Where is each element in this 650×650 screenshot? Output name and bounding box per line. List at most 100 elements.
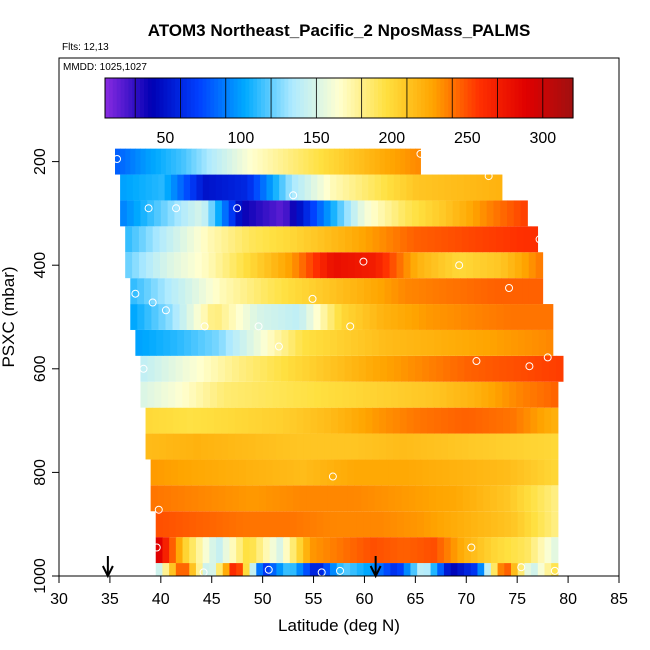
heatmap-cell (130, 304, 138, 330)
heatmap-cell (530, 226, 539, 253)
flight-marker (467, 543, 476, 552)
heatmap-cell (147, 200, 155, 227)
heatmap-cell (225, 485, 233, 512)
heatmap-cell (165, 304, 174, 330)
y-tick-label: 200 (32, 148, 49, 175)
heatmap-cell (269, 537, 277, 564)
heatmap-cell (133, 200, 141, 227)
heatmap-cell (184, 459, 192, 486)
heatmap-cell (221, 407, 229, 434)
flight-marker (517, 563, 526, 572)
heatmap-cell (155, 148, 162, 175)
heatmap-cell (502, 381, 510, 408)
heatmap-cell (336, 537, 344, 564)
heatmap-cell (510, 485, 518, 512)
heatmap-cell (457, 537, 465, 564)
colorbar-segment (358, 78, 363, 118)
heatmap-cell (166, 252, 175, 279)
heatmap-cell (393, 226, 401, 253)
colorbar-segment (346, 78, 352, 118)
heatmap-cell (145, 433, 153, 460)
x-tick-label: 70 (457, 591, 475, 608)
heatmap-cell (523, 407, 531, 434)
heatmap-cell (544, 459, 552, 486)
heatmap-cell (545, 329, 554, 356)
heatmap-cell (218, 459, 226, 486)
heatmap-cell (249, 511, 257, 538)
colorbar-segment (506, 78, 512, 118)
heatmap-cell (446, 381, 455, 408)
heatmap-cell (415, 459, 423, 486)
flight-marker (139, 364, 148, 373)
heatmap-cell (427, 226, 435, 253)
heatmap-cell (494, 278, 502, 305)
heatmap-cell (544, 563, 552, 576)
heatmap-cell (437, 511, 445, 538)
heatmap-cell (374, 485, 382, 512)
heatmap-cell (125, 148, 131, 175)
heatmap-cell (221, 200, 230, 227)
heatmap-cell (320, 304, 328, 330)
heatmap-cell (156, 329, 164, 356)
heatmap-cell (492, 355, 501, 382)
heatmap-cell (267, 355, 275, 382)
colorbar-segment (366, 78, 371, 118)
heatmap-cell (368, 174, 376, 201)
heatmap-cell (468, 407, 476, 434)
heatmap-cell (417, 252, 425, 279)
heatmap-cell (211, 485, 220, 512)
heatmap-cell (517, 563, 525, 576)
heatmap-cell (214, 226, 222, 253)
heatmap-cell (269, 433, 277, 460)
heatmap-cell (317, 174, 325, 201)
heatmap-cell (413, 407, 421, 434)
heatmap-cell (467, 381, 475, 408)
heatmap-cell (271, 252, 279, 279)
heatmap-cell (364, 148, 371, 175)
heatmap-cell (288, 278, 296, 305)
heatmap-cell (242, 537, 251, 564)
heatmap-cell (503, 459, 511, 486)
heatmap-cell (383, 563, 391, 576)
colorbar-segment (245, 78, 250, 118)
heatmap-cell (215, 252, 224, 279)
heatmap-cell (243, 252, 251, 279)
heatmap-cell (374, 148, 381, 175)
heatmap-cell (185, 278, 193, 305)
x-tick-label: 80 (559, 591, 577, 608)
heatmap-cell (501, 278, 509, 305)
heatmap-cell (548, 355, 557, 382)
heatmap-cell (386, 407, 394, 434)
colorbar-segment (222, 78, 227, 118)
heatmap-cell (544, 537, 552, 564)
heatmap-cell (235, 226, 243, 253)
flight-marker (472, 357, 481, 366)
heatmap-cell (386, 433, 394, 460)
heatmap-cell (206, 148, 213, 175)
heatmap-cell (317, 226, 325, 253)
heatmap-cell (427, 329, 436, 356)
heatmap-cell (194, 252, 203, 279)
heatmap-cell (293, 485, 301, 512)
heatmap-cell (490, 485, 498, 512)
colorbar-segment (335, 78, 340, 118)
heatmap-cell (379, 407, 387, 434)
heatmap-cell (190, 174, 197, 201)
heatmap-cell (386, 355, 395, 382)
heatmap-cell (184, 329, 192, 356)
heatmap-cell (406, 433, 415, 460)
heatmap-cell (399, 433, 408, 460)
heatmap-cell (389, 252, 398, 279)
heatmap-cell (370, 511, 378, 538)
heatmap-cell (413, 226, 422, 253)
heatmap-cell (154, 355, 163, 382)
heatmap-cell (347, 252, 356, 279)
heatmap-cell (523, 459, 532, 486)
heatmap-cell (354, 252, 363, 279)
heatmap-cell (204, 329, 213, 356)
heatmap-cell (425, 381, 434, 408)
heatmap-cell (371, 329, 380, 356)
heatmap-cell (439, 200, 447, 227)
heatmap-cell (323, 200, 332, 227)
heatmap-cell (242, 304, 251, 330)
